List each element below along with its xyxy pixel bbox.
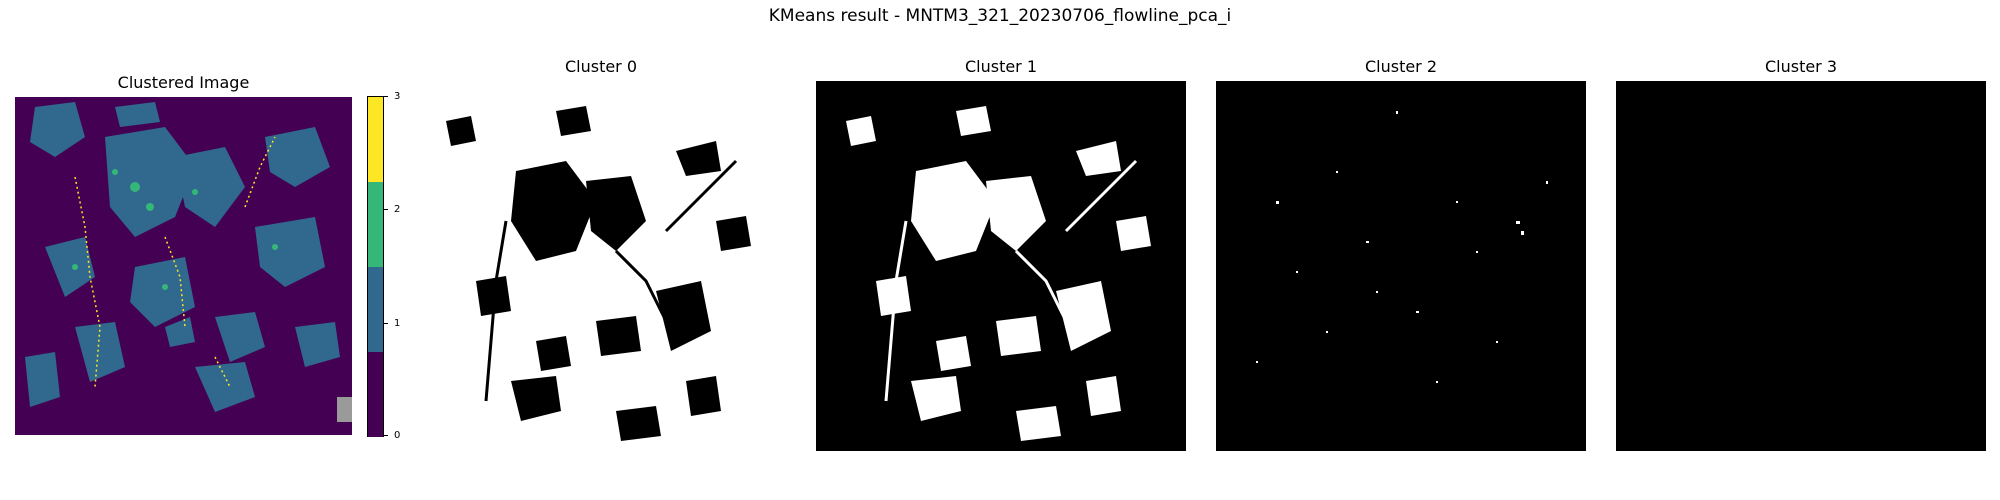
colorbar-segment-1	[368, 267, 383, 352]
colorbar-segment-3	[368, 97, 383, 182]
colorbar-tick-1	[384, 323, 388, 324]
panel-title-cluster-1: Cluster 1	[964, 57, 1038, 76]
cluster-3-mask-image	[1616, 81, 1986, 451]
colorbar-tick-0	[384, 435, 388, 436]
colorbar-label-1: 1	[394, 318, 401, 329]
colorbar-label-3: 3	[394, 91, 401, 102]
colorbar	[367, 96, 384, 437]
colorbar-segment-2	[368, 182, 383, 267]
cluster-1-mask-image	[816, 81, 1186, 451]
colorbar-tick-3	[384, 96, 388, 97]
colorbar-label-2: 2	[394, 204, 401, 215]
colorbar-label-0: 0	[394, 430, 401, 441]
cluster-0-mask-image	[416, 81, 786, 451]
panel-title-cluster-2: Cluster 2	[1364, 57, 1438, 76]
clustered-image	[15, 97, 352, 435]
cluster-2-mask-image	[1216, 81, 1586, 451]
colorbar-tick-2	[384, 209, 388, 210]
panel-title-cluster-3: Cluster 3	[1764, 57, 1838, 76]
figure-suptitle: KMeans result - MNTM3_321_20230706_flowl…	[768, 6, 1232, 26]
colorbar-segment-0	[368, 352, 383, 437]
panel-title-cluster-0: Cluster 0	[564, 57, 638, 76]
panel-title-clustered-image: Clustered Image	[117, 73, 250, 92]
